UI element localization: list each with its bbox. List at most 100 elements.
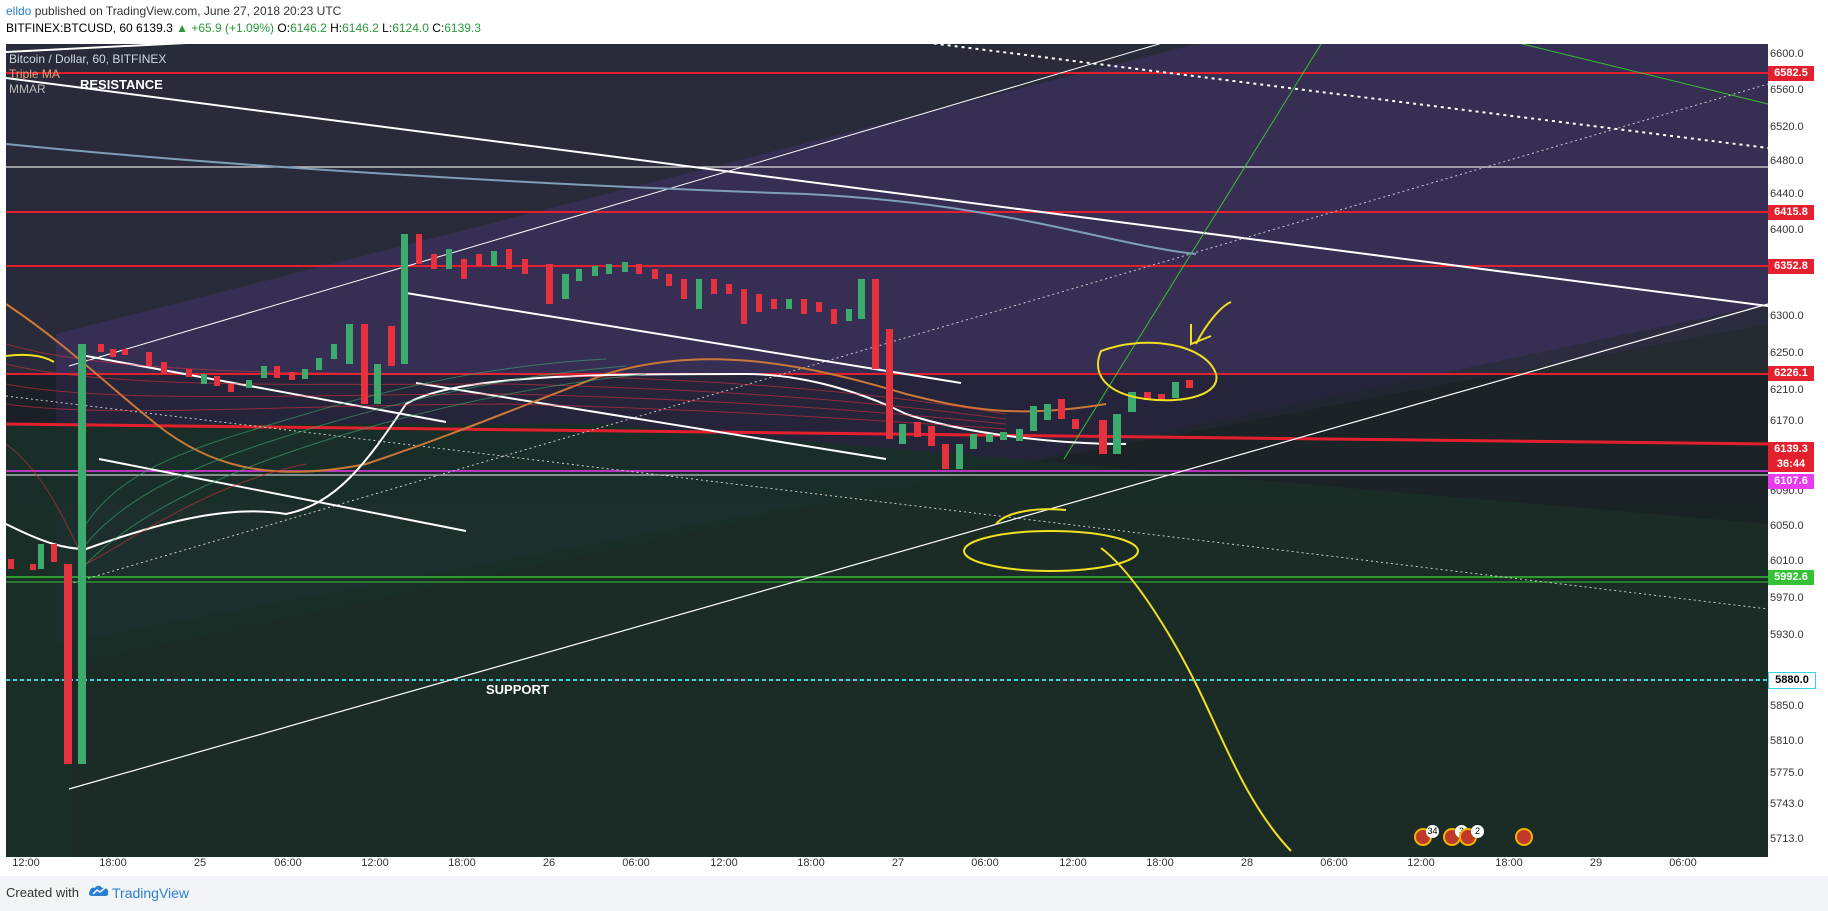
candle[interactable] [461, 259, 467, 279]
candle[interactable] [214, 376, 220, 386]
price-badge[interactable]: 5992.6 [1768, 570, 1814, 585]
candle[interactable] [331, 344, 337, 359]
candle[interactable] [522, 259, 528, 274]
candle[interactable] [872, 279, 879, 369]
candle[interactable] [711, 279, 717, 294]
small-channel-bottom[interactable] [98, 458, 467, 532]
small-channel-top[interactable] [80, 354, 447, 423]
last-price-badge[interactable]: 6139.3 [1768, 442, 1814, 457]
candle[interactable] [1186, 380, 1193, 388]
price-badge[interactable]: 6352.8 [1768, 259, 1814, 274]
candle[interactable] [146, 352, 152, 366]
candle[interactable] [401, 234, 408, 364]
candle[interactable] [986, 434, 993, 442]
candle[interactable] [1044, 404, 1051, 420]
candle[interactable] [78, 344, 86, 764]
candle[interactable] [1113, 414, 1121, 454]
price-axis[interactable]: 6600.0 6560.0 6520.0 6480.0 6440.0 6400.… [1768, 44, 1828, 871]
top-left-line[interactable] [6, 44, 246, 53]
channel-upper[interactable] [68, 44, 1186, 367]
candle[interactable] [64, 564, 72, 764]
candle[interactable] [1000, 432, 1007, 440]
chart-pane[interactable] [6, 44, 1768, 871]
legend-triple-ma[interactable]: Triple MA [9, 67, 60, 81]
candle[interactable] [51, 544, 57, 562]
channel-lower[interactable] [68, 303, 1768, 790]
dotted-top-right[interactable] [906, 44, 1768, 149]
candle[interactable] [606, 264, 612, 274]
candle[interactable] [274, 366, 280, 378]
support-badge[interactable]: 5880.0 [1768, 672, 1816, 689]
candle[interactable] [1072, 419, 1079, 429]
candle[interactable] [756, 294, 762, 312]
yellow-drawings[interactable] [6, 301, 1292, 852]
candle[interactable] [801, 299, 807, 314]
chart-canvas[interactable] [6, 44, 1768, 871]
price-badge[interactable]: 6415.8 [1768, 205, 1814, 220]
candle[interactable] [346, 324, 353, 364]
candle[interactable] [161, 362, 167, 374]
candles[interactable] [8, 234, 1193, 764]
candle[interactable] [1172, 382, 1179, 398]
candle[interactable] [1099, 420, 1107, 454]
price-badge[interactable]: 6582.5 [1768, 66, 1814, 81]
candle[interactable] [1030, 406, 1037, 431]
candle[interactable] [361, 324, 368, 404]
candle[interactable] [546, 264, 553, 304]
candle[interactable] [30, 564, 36, 570]
candle[interactable] [956, 444, 963, 469]
candle[interactable] [681, 279, 687, 299]
candle[interactable] [726, 284, 732, 294]
time-axis[interactable]: 12:00 18:00 25 06:00 12:00 18:00 26 06:0… [6, 857, 1768, 873]
candle[interactable] [886, 329, 893, 439]
candle[interactable] [576, 269, 582, 281]
candle[interactable] [858, 279, 865, 319]
candle[interactable] [666, 274, 672, 286]
candle[interactable] [446, 249, 452, 269]
candle[interactable] [374, 364, 381, 404]
candle[interactable] [914, 422, 921, 437]
candle[interactable] [228, 384, 234, 392]
candle[interactable] [388, 326, 395, 366]
green-line-right[interactable] [1506, 44, 1768, 105]
candle[interactable] [246, 380, 252, 388]
candle[interactable] [816, 302, 822, 312]
candle[interactable] [8, 559, 14, 569]
candle[interactable] [1058, 399, 1065, 419]
candle[interactable] [831, 309, 837, 324]
candle[interactable] [416, 234, 422, 264]
candle[interactable] [636, 264, 642, 274]
legend-title[interactable]: Bitcoin / Dollar, 60, BITFINEX [9, 52, 167, 66]
candle[interactable] [652, 269, 658, 279]
candle[interactable] [186, 369, 192, 377]
triple-ma-orange[interactable] [6, 303, 1107, 473]
candle[interactable] [506, 249, 512, 269]
candle[interactable] [201, 374, 207, 384]
candle[interactable] [1158, 394, 1165, 400]
legend-mmar[interactable]: MMAR [9, 82, 46, 96]
price-badge[interactable]: 6107.6 [1768, 474, 1814, 489]
candle[interactable] [302, 369, 308, 379]
candle[interactable] [786, 299, 792, 309]
candle[interactable] [562, 274, 569, 299]
candle[interactable] [1128, 392, 1136, 412]
descending-trendline[interactable] [6, 77, 1768, 307]
candle[interactable] [1144, 392, 1151, 400]
candle[interactable] [846, 309, 852, 321]
candle[interactable] [431, 254, 437, 269]
green-projection[interactable] [1063, 44, 1326, 460]
candle[interactable] [38, 544, 44, 569]
author-link[interactable]: elldo [6, 4, 32, 18]
tradingview-link[interactable]: TradingView [112, 885, 190, 901]
price-badge[interactable]: 6226.1 [1768, 366, 1814, 381]
white-ma[interactable] [6, 372, 1127, 551]
candle[interactable] [622, 262, 628, 272]
candle[interactable] [122, 349, 128, 355]
candle[interactable] [316, 358, 322, 370]
mmar-long-ma[interactable] [6, 143, 1197, 255]
tradingview-cloud-icon[interactable] [88, 884, 110, 898]
mid-channel-bottom[interactable] [415, 382, 887, 460]
candle[interactable] [696, 279, 702, 309]
candle[interactable] [1016, 429, 1023, 441]
candle[interactable] [592, 266, 598, 276]
